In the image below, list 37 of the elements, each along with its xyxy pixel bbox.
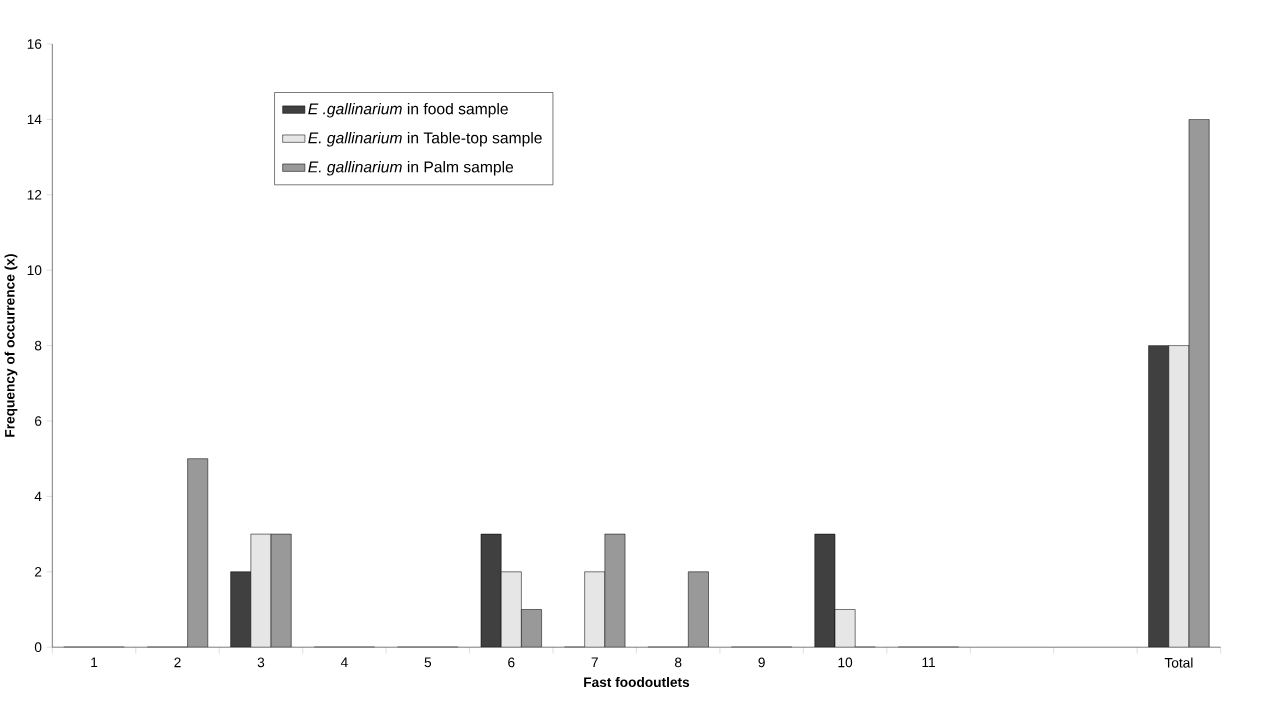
x-tick-label: 7	[591, 657, 598, 668]
y-tick-label: 8	[34, 340, 42, 351]
x-tick-label: 10	[838, 657, 853, 668]
y-tick-label: 4	[34, 491, 42, 502]
x-tick-label: 2	[174, 657, 181, 668]
x-tick-label: 5	[424, 657, 432, 668]
x-tick-label: Total	[1164, 657, 1193, 668]
x-tick-label: 11	[922, 657, 935, 668]
x-tick-label: 9	[758, 657, 765, 668]
x-tick-label: 8	[674, 657, 682, 668]
y-tick-label: 6	[35, 416, 42, 427]
y-tick-label: 16	[27, 39, 42, 50]
y-tick-label: 10	[27, 265, 42, 276]
x-tick-label: 3	[257, 657, 265, 668]
y-axis-title: Frequency of occurrence (x)	[4, 254, 18, 437]
legend-label: E. gallinarium in Table-top sample	[308, 132, 542, 147]
y-tick-label: 12	[27, 190, 42, 200]
y-tick-label: 0	[34, 642, 42, 653]
bar	[814, 534, 835, 648]
legend-label: E. gallinarium in Palm sample	[308, 161, 514, 176]
bar	[1148, 345, 1170, 648]
y-tick-label: 14	[27, 114, 42, 125]
x-axis-title: Fast foodoutlets	[584, 677, 690, 688]
bar	[250, 534, 272, 648]
bar	[834, 609, 856, 648]
bar	[501, 572, 522, 648]
bar	[584, 572, 605, 648]
bar	[688, 571, 709, 648]
x-tick-label: 4	[340, 657, 348, 668]
bar	[230, 572, 251, 648]
y-tick-label: 2	[35, 567, 42, 577]
bar	[1168, 345, 1190, 648]
x-tick-label: 6	[508, 657, 515, 668]
bar	[187, 458, 209, 648]
bar	[480, 534, 502, 648]
x-tick-label: 1	[91, 657, 98, 668]
legend-label: E .gallinarium in food sample	[308, 103, 508, 118]
